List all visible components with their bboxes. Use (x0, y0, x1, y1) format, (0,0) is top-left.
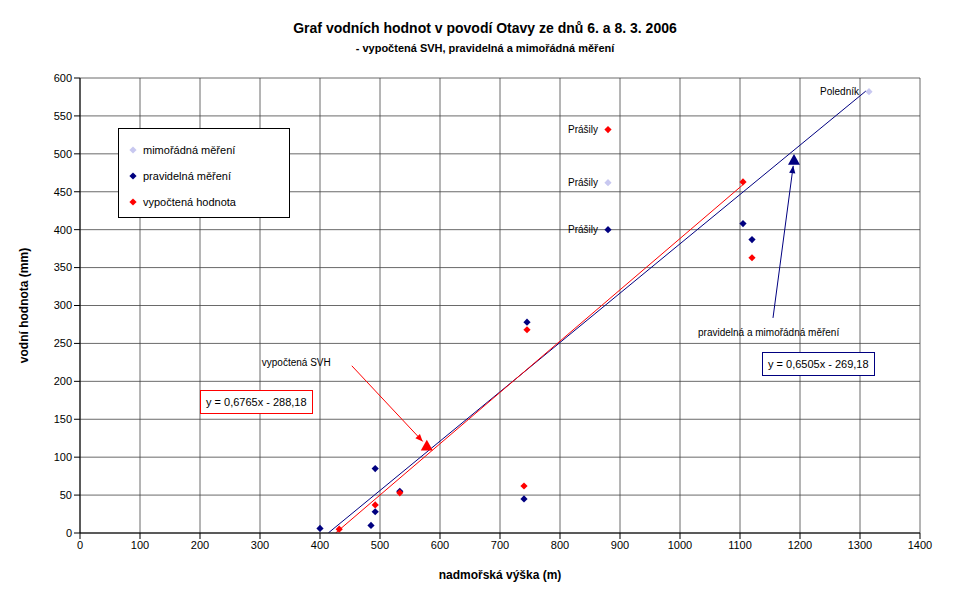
svg-text:200: 200 (54, 375, 72, 387)
svg-text:350: 350 (54, 261, 72, 273)
svg-text:400: 400 (54, 224, 72, 236)
svg-text:vodní hodnota (mm): vodní hodnota (mm) (17, 248, 31, 363)
svg-text:nadmořská výška (m): nadmořská výška (m) (439, 568, 562, 582)
svg-text:500: 500 (54, 148, 72, 160)
svg-text:1300: 1300 (848, 539, 872, 551)
html-text:Graf vodních hodnot v povodí O: Graf vodních hodnot v povodí Otavy ze dn… (293, 20, 677, 36)
svg-text:900: 900 (611, 539, 629, 551)
svg-text:600: 600 (431, 539, 449, 551)
svg-text:600: 600 (54, 72, 72, 84)
svg-text:150: 150 (54, 413, 72, 425)
html-text:vypočtená hodnota: vypočtená hodnota (143, 196, 236, 208)
svg-text:0: 0 (66, 527, 72, 539)
svg-text:pravidelná a mimořádná měření: pravidelná a mimořádná měření (698, 327, 839, 338)
svg-text:1100: 1100 (728, 539, 752, 551)
svg-text:Prášily: Prášily (568, 224, 598, 235)
svg-text:300: 300 (251, 539, 269, 551)
html-text:- vypočtená SVH, pravidelná a: - vypočtená SVH, pravidelná a mimořádná … (355, 42, 615, 54)
svg-text:Prášily: Prášily (568, 124, 598, 135)
svg-text:250: 250 (54, 337, 72, 349)
svg-text:700: 700 (491, 539, 509, 551)
html-text:y = 0,6505x - 269,18: y = 0,6505x - 269,18 (768, 358, 869, 370)
svg-text:100: 100 (131, 539, 149, 551)
svg-text:1000: 1000 (668, 539, 692, 551)
svg-text:550: 550 (54, 110, 72, 122)
svg-text:200: 200 (191, 539, 209, 551)
html-text:mimořádná měření: mimořádná měření (143, 144, 236, 156)
svg-text:800: 800 (551, 539, 569, 551)
svg-text:Prášily: Prášily (568, 177, 598, 188)
svg-text:1400: 1400 (908, 539, 932, 551)
svg-text:450: 450 (54, 186, 72, 198)
svg-text:300: 300 (54, 299, 72, 311)
svg-text:100: 100 (54, 451, 72, 463)
svg-text:vypočtená SVH: vypočtená SVH (262, 357, 331, 368)
svg-text:1200: 1200 (788, 539, 812, 551)
html-text:y = 0,6765x - 288,18: y = 0,6765x - 288,18 (206, 396, 307, 408)
html-text:pravidelná měření: pravidelná měření (143, 170, 232, 182)
svg-text:50: 50 (60, 489, 72, 501)
svg-text:500: 500 (371, 539, 389, 551)
svg-text:400: 400 (311, 539, 329, 551)
svg-text:0: 0 (77, 539, 83, 551)
svg-text:Poledník: Poledník (820, 86, 860, 97)
